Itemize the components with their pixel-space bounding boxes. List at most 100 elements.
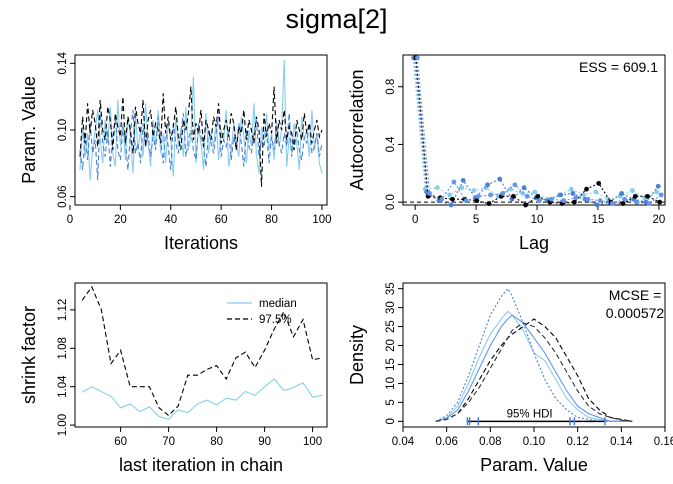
autocorr-ytick-label: 0.4: [385, 136, 397, 153]
density-xtick-label: 0.08: [479, 436, 501, 448]
autocorr-point: [488, 192, 493, 198]
autocorr-point: [634, 199, 640, 205]
autocorr-point: [508, 186, 513, 192]
density-xtick-label: 0.06: [435, 436, 457, 448]
density-series-line: [435, 318, 633, 422]
density-series-line: [435, 322, 633, 422]
autocorr-point: [463, 198, 469, 204]
shrink-ytick-label: 1.04: [57, 375, 69, 398]
density-ytick-label: 30: [385, 301, 397, 314]
autocorr-point: [569, 186, 574, 192]
autocorr-point: [532, 189, 538, 195]
autocorr-point: [597, 198, 603, 204]
density-x-axis-label: Param. Value: [480, 455, 588, 475]
autocorr-point: [459, 185, 465, 191]
autocorr-point: [450, 196, 455, 202]
autocorr-point: [521, 185, 527, 191]
mcse-label: MCSE =: [609, 287, 662, 303]
autocorr-xtick-label: 0: [412, 214, 418, 226]
autocorr-point: [609, 201, 615, 206]
shrink-xtick-label: 100: [303, 436, 322, 448]
autocorr-point: [427, 191, 432, 196]
autocorr-point: [500, 191, 506, 196]
density-xtick-label: 0.04: [392, 436, 415, 448]
autocorr-point: [460, 178, 466, 183]
shrink-ytick-label: 1.12: [57, 299, 69, 321]
autocorr-point: [584, 186, 589, 192]
density-xtick-label: 0.10: [523, 436, 545, 448]
density-ytick-label: 25: [385, 320, 397, 333]
trace-plot-frame: [74, 54, 328, 206]
autocorr-point: [439, 196, 445, 202]
shrink-ytick-label: 1.08: [57, 337, 69, 359]
autocorr-point: [523, 202, 528, 208]
autocorr-series-line: [413, 57, 659, 206]
trace-xtick-label: 40: [164, 214, 177, 226]
shrink-y-axis-label: shrink factor: [19, 306, 39, 404]
autocorr-xtick-label: 15: [592, 214, 605, 226]
autocorr-point: [570, 191, 576, 196]
density-series-line: [435, 310, 633, 422]
density-ytick-label: 5: [385, 399, 397, 405]
trace-xtick-label: 100: [312, 214, 331, 226]
trace-series-line: [79, 86, 323, 187]
shrink-plot-frame: [74, 282, 328, 428]
autocorr-xtick-label: 5: [473, 214, 479, 226]
autocorr-point: [524, 193, 530, 199]
figure-title: sigma[2]: [285, 4, 388, 34]
autocorr-point: [434, 185, 440, 191]
autocorr-point: [471, 188, 477, 193]
autocorr-point: [658, 192, 664, 198]
autocorr-ytick-label: 0.0: [385, 194, 397, 210]
autocorr-point: [448, 202, 454, 208]
autocorr-point: [474, 198, 480, 204]
autocorr-point: [645, 193, 650, 199]
density-ytick-label: 20: [385, 339, 397, 352]
autocorr-y-axis-label: Autocorrelation: [347, 69, 367, 190]
autocorr-point: [594, 202, 600, 208]
autocorr-point: [573, 195, 579, 201]
autocorr-point: [520, 191, 526, 196]
trace-xtick-label: 80: [265, 214, 278, 226]
autocorr-point: [485, 182, 490, 188]
shrink-xtick-label: 60: [114, 436, 127, 448]
autocorr-point: [620, 201, 626, 206]
density-series-line: [435, 314, 633, 422]
shrink-series-line: [81, 378, 323, 420]
autocorr-point: [655, 183, 661, 189]
legend-label: 97.5%: [259, 314, 292, 326]
autocorr-plot-frame: [402, 54, 666, 206]
shrink-series-line: [81, 285, 323, 417]
autocorr-point: [657, 199, 663, 205]
autocorr-point: [535, 193, 541, 199]
autocorr-xtick-label: 10: [531, 214, 544, 226]
autocorr-point: [486, 201, 492, 206]
trace-series-line: [79, 59, 323, 181]
autocorr-series-line: [412, 57, 657, 200]
density-ytick-label: 10: [385, 377, 397, 390]
density-xtick-label: 0.12: [566, 436, 588, 448]
autocorr-point: [629, 188, 635, 193]
autocorr-point: [581, 192, 586, 198]
trace-y-axis-label: Param. Value: [19, 76, 39, 184]
autocorr-point: [646, 201, 652, 206]
shrink-x-axis-label: last iteration in chain: [119, 455, 283, 475]
autocorr-point: [512, 182, 518, 188]
autocorr-x-axis-label: Lag: [519, 233, 549, 253]
trace-xtick-label: 20: [114, 214, 127, 226]
autocorr-point: [414, 55, 420, 61]
trace-ytick-label: 0.10: [57, 119, 69, 141]
density-y-axis-label: Density: [347, 325, 367, 385]
autocorr-ytick-label: 0.8: [385, 79, 397, 95]
density-xtick-label: 0.16: [654, 436, 673, 448]
autocorr-point: [549, 196, 554, 202]
shrink-xtick-label: 80: [210, 436, 223, 448]
autocorr-point: [571, 199, 577, 205]
autocorr-point: [619, 191, 625, 196]
legend-label: median: [259, 298, 297, 310]
density-ytick-label: 0: [385, 418, 397, 424]
trace-ytick-label: 0.14: [57, 52, 69, 75]
density-ytick-label: 15: [385, 358, 397, 371]
trace-ytick-label: 0.06: [57, 185, 69, 207]
